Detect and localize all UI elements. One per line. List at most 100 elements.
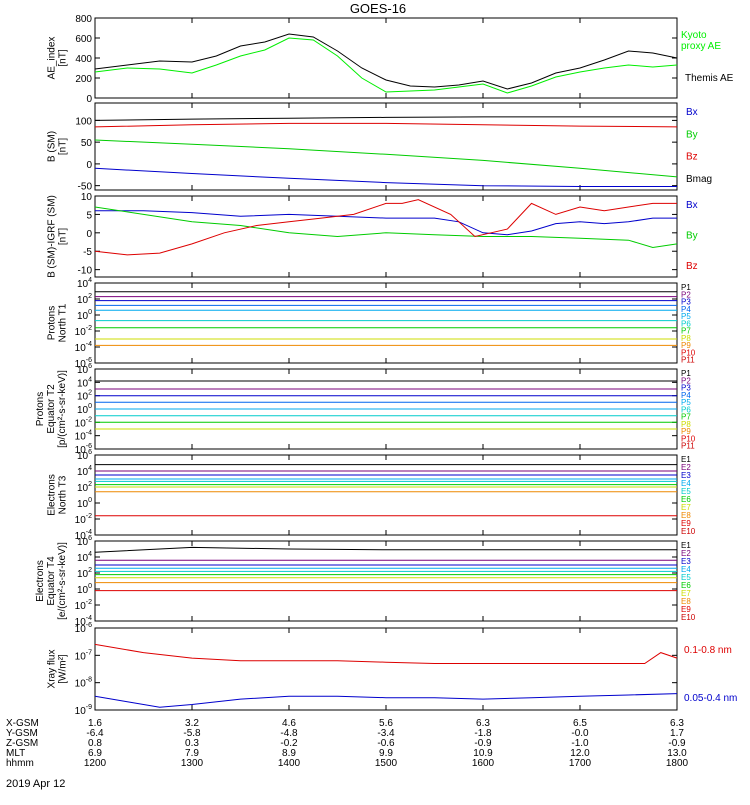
legend-entry: P6 xyxy=(681,319,691,328)
y-tick-label: 10-4 xyxy=(75,341,92,354)
legend-entry: P7 xyxy=(681,327,691,336)
ephemeris-value: -1.0 xyxy=(571,738,589,749)
series-line-bz xyxy=(94,199,677,256)
legend-entry: P2 xyxy=(681,290,691,299)
legend-entry: P9 xyxy=(681,341,691,350)
series-line-by xyxy=(94,139,678,178)
y-axis-label: Xray flux xyxy=(47,650,58,689)
ephemeris-value: 1500 xyxy=(375,758,398,769)
y-tick-label: -50 xyxy=(78,182,93,193)
plot-title: GOES-16 xyxy=(350,1,406,16)
y-axis-label: Equator T4 xyxy=(46,556,57,606)
panel-frame xyxy=(94,540,678,622)
ephemeris-value: -0.6 xyxy=(377,738,395,749)
y-axis-label: [W/m²] xyxy=(58,654,69,684)
ephemeris-value: 9.9 xyxy=(379,748,393,759)
ephemeris-row-label: MLT xyxy=(6,748,25,759)
legend-entry: P2 xyxy=(681,376,691,385)
ephemeris-value: 1.7 xyxy=(670,728,684,739)
y-tick-label: 106 xyxy=(77,535,92,548)
legend-entry: Bz xyxy=(686,261,698,272)
ephemeris-value: 7.9 xyxy=(185,748,199,759)
legend-entry: proxy AE xyxy=(681,41,721,52)
y-axis-label: [nT] xyxy=(58,49,69,66)
legend-entry: E10 xyxy=(681,527,696,536)
ephemeris-value: -0.9 xyxy=(668,738,686,749)
y-tick-label: 100 xyxy=(77,497,92,510)
ephemeris-row-label: X-GSM xyxy=(6,718,39,729)
y-tick-label: 10-7 xyxy=(75,649,92,662)
panel-frame xyxy=(94,102,678,191)
series-line-bz xyxy=(94,122,678,128)
y-axis-label: North T1 xyxy=(58,303,69,342)
ephemeris-row-label: Y-GSM xyxy=(6,728,38,739)
ephemeris-value: 5.6 xyxy=(379,718,393,729)
legend-entry: 0.05-0.4 nm xyxy=(684,693,737,704)
series-line-kyoto-proxy-ae xyxy=(94,37,678,94)
y-axis-label: AE_index xyxy=(47,37,58,80)
y-tick-label: -5 xyxy=(83,247,92,258)
y-axis-label: North T3 xyxy=(58,475,69,514)
y-tick-label: 104 xyxy=(77,465,92,478)
ephemeris-value: -0.2 xyxy=(280,738,298,749)
legend-entry: P3 xyxy=(681,384,691,393)
ephemeris-value: 1800 xyxy=(666,758,689,769)
y-tick-label: 100 xyxy=(77,403,92,416)
panel-frame xyxy=(94,282,678,364)
ephemeris-value: 3.2 xyxy=(185,718,199,729)
y-tick-label: 0 xyxy=(86,94,92,105)
ephemeris-value: -3.4 xyxy=(377,728,395,739)
y-tick-label: 5 xyxy=(86,210,92,221)
ephemeris-value: -5.8 xyxy=(183,728,201,739)
series-line-e1 xyxy=(94,546,677,553)
legend-entry: P5 xyxy=(681,398,691,407)
ephemeris-value: 8.9 xyxy=(282,748,296,759)
legend-entry: E5 xyxy=(681,487,691,496)
panel-xray: 10-9 10-8 10-7 10-6 Xray flux [W/m²] 0.1-0.8 n… xyxy=(47,622,738,717)
y-tick-label: 102 xyxy=(77,481,92,494)
legend-entry: E9 xyxy=(681,519,691,528)
y-tick-label: 104 xyxy=(77,277,92,290)
legend-entry: P1 xyxy=(681,369,691,378)
legend-entry: E10 xyxy=(681,613,696,622)
y-tick-label: 10-2 xyxy=(75,513,92,526)
legend-entry: E1 xyxy=(681,455,691,464)
series-line-bx xyxy=(94,167,677,187)
ephemeris-value: 6.3 xyxy=(670,718,684,729)
y-axis-label: Electrons xyxy=(47,474,58,516)
legend-entry: Bx xyxy=(686,107,698,118)
legend-entry: E2 xyxy=(681,549,691,558)
ephemeris-value: 6.3 xyxy=(476,718,490,729)
ephemeris-value: -4.8 xyxy=(280,728,298,739)
y-tick-label: 104 xyxy=(77,376,92,389)
legend-entry: Bmag xyxy=(686,174,712,185)
y-axis-label: [e/(cm²-s-sr-keV)] xyxy=(57,542,68,620)
ephemeris-value: -6.4 xyxy=(86,728,104,739)
ephemeris-value: 1700 xyxy=(569,758,592,769)
ephemeris-value: 6.5 xyxy=(573,718,587,729)
legend-entry: E2 xyxy=(681,463,691,472)
legend-entry: By xyxy=(686,231,698,242)
y-axis-label: [nT] xyxy=(58,228,69,245)
legend-entry: E7 xyxy=(681,503,691,512)
y-tick-label: 10-2 xyxy=(75,599,92,612)
legend-entry: E8 xyxy=(681,597,691,606)
legend-entry: Bx xyxy=(686,200,698,211)
legend-entry: E4 xyxy=(681,479,691,488)
y-axis-label: Protons xyxy=(47,306,58,340)
ephemeris-value: 1300 xyxy=(181,758,204,769)
y-tick-label: 600 xyxy=(75,34,92,45)
y-tick-label: 200 xyxy=(75,74,92,85)
y-tick-label: 10-2 xyxy=(75,416,92,429)
legend-entry: P8 xyxy=(681,420,691,429)
legend-entry: E8 xyxy=(681,511,691,520)
y-tick-label: 100 xyxy=(77,309,92,322)
legend-entry: P10 xyxy=(681,434,696,443)
series-line-bmag xyxy=(94,116,677,121)
y-tick-label: 10-6 xyxy=(75,357,92,370)
y-axis-label: B (SM) xyxy=(47,131,58,162)
